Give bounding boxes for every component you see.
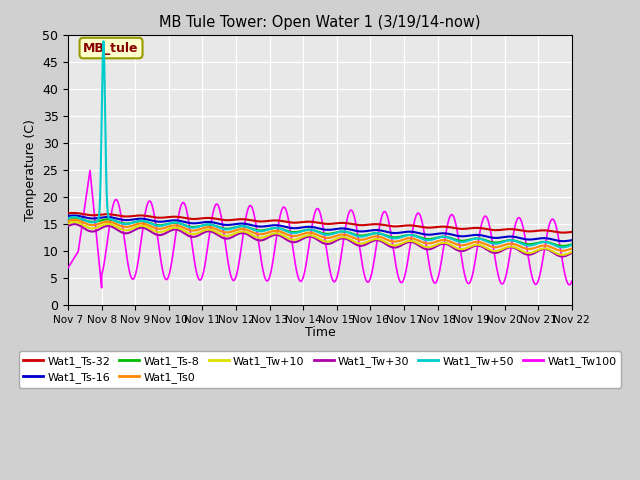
Wat1_Tw100 bbox=[568, 279, 575, 285]
Wat1_Tw+10 bbox=[520, 249, 528, 255]
Wat1_Ts-32 bbox=[172, 214, 180, 220]
Wat1_Tw+10 bbox=[172, 225, 180, 230]
Legend: Wat1_Ts-32, Wat1_Ts-16, Wat1_Ts-8, Wat1_Ts0, Wat1_Tw+10, Wat1_Tw+30, Wat1_Tw+50,: Wat1_Ts-32, Wat1_Ts-16, Wat1_Ts-8, Wat1_… bbox=[19, 351, 621, 388]
Wat1_Tw100 bbox=[378, 214, 386, 219]
Wat1_Ts-32 bbox=[568, 229, 575, 235]
Wat1_Ts-16 bbox=[568, 237, 575, 243]
Wat1_Tw+50 bbox=[172, 220, 180, 226]
Wat1_Ts-32 bbox=[65, 210, 72, 216]
Wat1_Tw+50 bbox=[369, 231, 377, 237]
Line: Wat1_Ts0: Wat1_Ts0 bbox=[68, 220, 572, 251]
Wat1_Tw+50 bbox=[568, 242, 575, 248]
Wat1_Tw100 bbox=[205, 234, 213, 240]
Wat1_Ts0 bbox=[559, 248, 566, 254]
Wat1_Ts-32 bbox=[369, 221, 377, 227]
Wat1_Tw+10 bbox=[70, 219, 78, 225]
Text: MB_tule: MB_tule bbox=[83, 42, 139, 55]
Wat1_Tw+10 bbox=[369, 237, 377, 242]
Y-axis label: Temperature (C): Temperature (C) bbox=[24, 120, 37, 221]
Wat1_Ts0 bbox=[568, 246, 575, 252]
Wat1_Ts-16 bbox=[520, 236, 528, 242]
Wat1_Tw+30 bbox=[172, 227, 180, 232]
Wat1_Tw+50 bbox=[100, 38, 108, 44]
Wat1_Tw100 bbox=[568, 278, 575, 284]
Wat1_Ts-8 bbox=[172, 220, 180, 226]
Wat1_Ts-32 bbox=[520, 228, 528, 234]
Wat1_Ts-8 bbox=[559, 243, 566, 249]
Line: Wat1_Ts-8: Wat1_Ts-8 bbox=[68, 217, 572, 246]
Wat1_Tw+10 bbox=[378, 237, 385, 243]
Wat1_Ts-16 bbox=[378, 228, 385, 234]
Wat1_Ts0 bbox=[378, 234, 385, 240]
Wat1_Ts-16 bbox=[65, 213, 72, 219]
Wat1_Ts0 bbox=[205, 224, 213, 230]
Wat1_Ts0 bbox=[172, 223, 180, 228]
Wat1_Ts-8 bbox=[568, 241, 575, 247]
Wat1_Ts-32 bbox=[378, 222, 385, 228]
Wat1_Tw+50 bbox=[568, 242, 575, 248]
Wat1_Ts-32 bbox=[70, 210, 77, 216]
Wat1_Tw+50 bbox=[520, 242, 528, 248]
Wat1_Ts-8 bbox=[70, 215, 78, 220]
Wat1_Tw+30 bbox=[205, 228, 213, 234]
Wat1_Ts-16 bbox=[559, 238, 567, 244]
Wat1_Tw+30 bbox=[568, 250, 575, 256]
Wat1_Tw+10 bbox=[568, 249, 575, 255]
Line: Wat1_Ts-32: Wat1_Ts-32 bbox=[68, 213, 572, 233]
Title: MB Tule Tower: Open Water 1 (3/19/14-now): MB Tule Tower: Open Water 1 (3/19/14-now… bbox=[159, 15, 481, 30]
Wat1_Ts-32 bbox=[568, 229, 575, 235]
Wat1_Tw100 bbox=[369, 264, 377, 270]
Wat1_Tw+30 bbox=[369, 238, 377, 244]
Wat1_Tw+50 bbox=[378, 231, 385, 237]
Wat1_Tw+10 bbox=[568, 249, 575, 255]
Wat1_Tw+30 bbox=[568, 250, 575, 256]
Wat1_Tw+10 bbox=[559, 252, 566, 258]
Wat1_Tw+10 bbox=[205, 227, 213, 232]
Wat1_Ts-32 bbox=[205, 215, 213, 221]
Wat1_Tw+30 bbox=[70, 221, 78, 227]
Line: Wat1_Tw+50: Wat1_Tw+50 bbox=[68, 41, 572, 247]
Line: Wat1_Ts-16: Wat1_Ts-16 bbox=[68, 216, 572, 241]
Wat1_Tw+30 bbox=[65, 223, 72, 229]
Wat1_Tw+10 bbox=[65, 221, 72, 227]
Line: Wat1_Tw100: Wat1_Tw100 bbox=[68, 170, 572, 288]
Wat1_Ts-8 bbox=[378, 231, 385, 237]
Wat1_Tw100 bbox=[173, 227, 180, 233]
Wat1_Tw+50 bbox=[205, 221, 213, 227]
Wat1_Ts-16 bbox=[568, 238, 575, 243]
Wat1_Tw+30 bbox=[378, 239, 385, 244]
Line: Wat1_Tw+30: Wat1_Tw+30 bbox=[68, 224, 572, 256]
Wat1_Tw+30 bbox=[520, 251, 528, 256]
Wat1_Ts0 bbox=[369, 234, 377, 240]
Wat1_Tw100 bbox=[65, 264, 72, 270]
Wat1_Ts-16 bbox=[172, 217, 180, 223]
Wat1_Ts-16 bbox=[369, 228, 377, 233]
Wat1_Ts-8 bbox=[205, 222, 213, 228]
Wat1_Tw100 bbox=[86, 168, 94, 173]
Wat1_Tw100 bbox=[520, 230, 528, 236]
Wat1_Tw100 bbox=[98, 285, 106, 291]
Line: Wat1_Tw+10: Wat1_Tw+10 bbox=[68, 222, 572, 255]
Wat1_Ts-8 bbox=[369, 230, 377, 236]
Wat1_Tw+50 bbox=[65, 216, 72, 221]
X-axis label: Time: Time bbox=[305, 326, 335, 339]
Wat1_Ts-32 bbox=[559, 230, 567, 236]
Wat1_Ts-8 bbox=[520, 240, 528, 246]
Wat1_Tw+50 bbox=[559, 244, 566, 250]
Wat1_Tw+30 bbox=[559, 253, 566, 259]
Wat1_Ts0 bbox=[520, 245, 528, 251]
Wat1_Ts0 bbox=[65, 218, 72, 224]
Wat1_Ts0 bbox=[70, 217, 78, 223]
Wat1_Ts0 bbox=[568, 246, 575, 252]
Wat1_Ts-8 bbox=[65, 216, 72, 221]
Wat1_Ts-16 bbox=[205, 219, 213, 225]
Wat1_Ts-16 bbox=[70, 213, 77, 218]
Wat1_Ts-8 bbox=[568, 241, 575, 247]
